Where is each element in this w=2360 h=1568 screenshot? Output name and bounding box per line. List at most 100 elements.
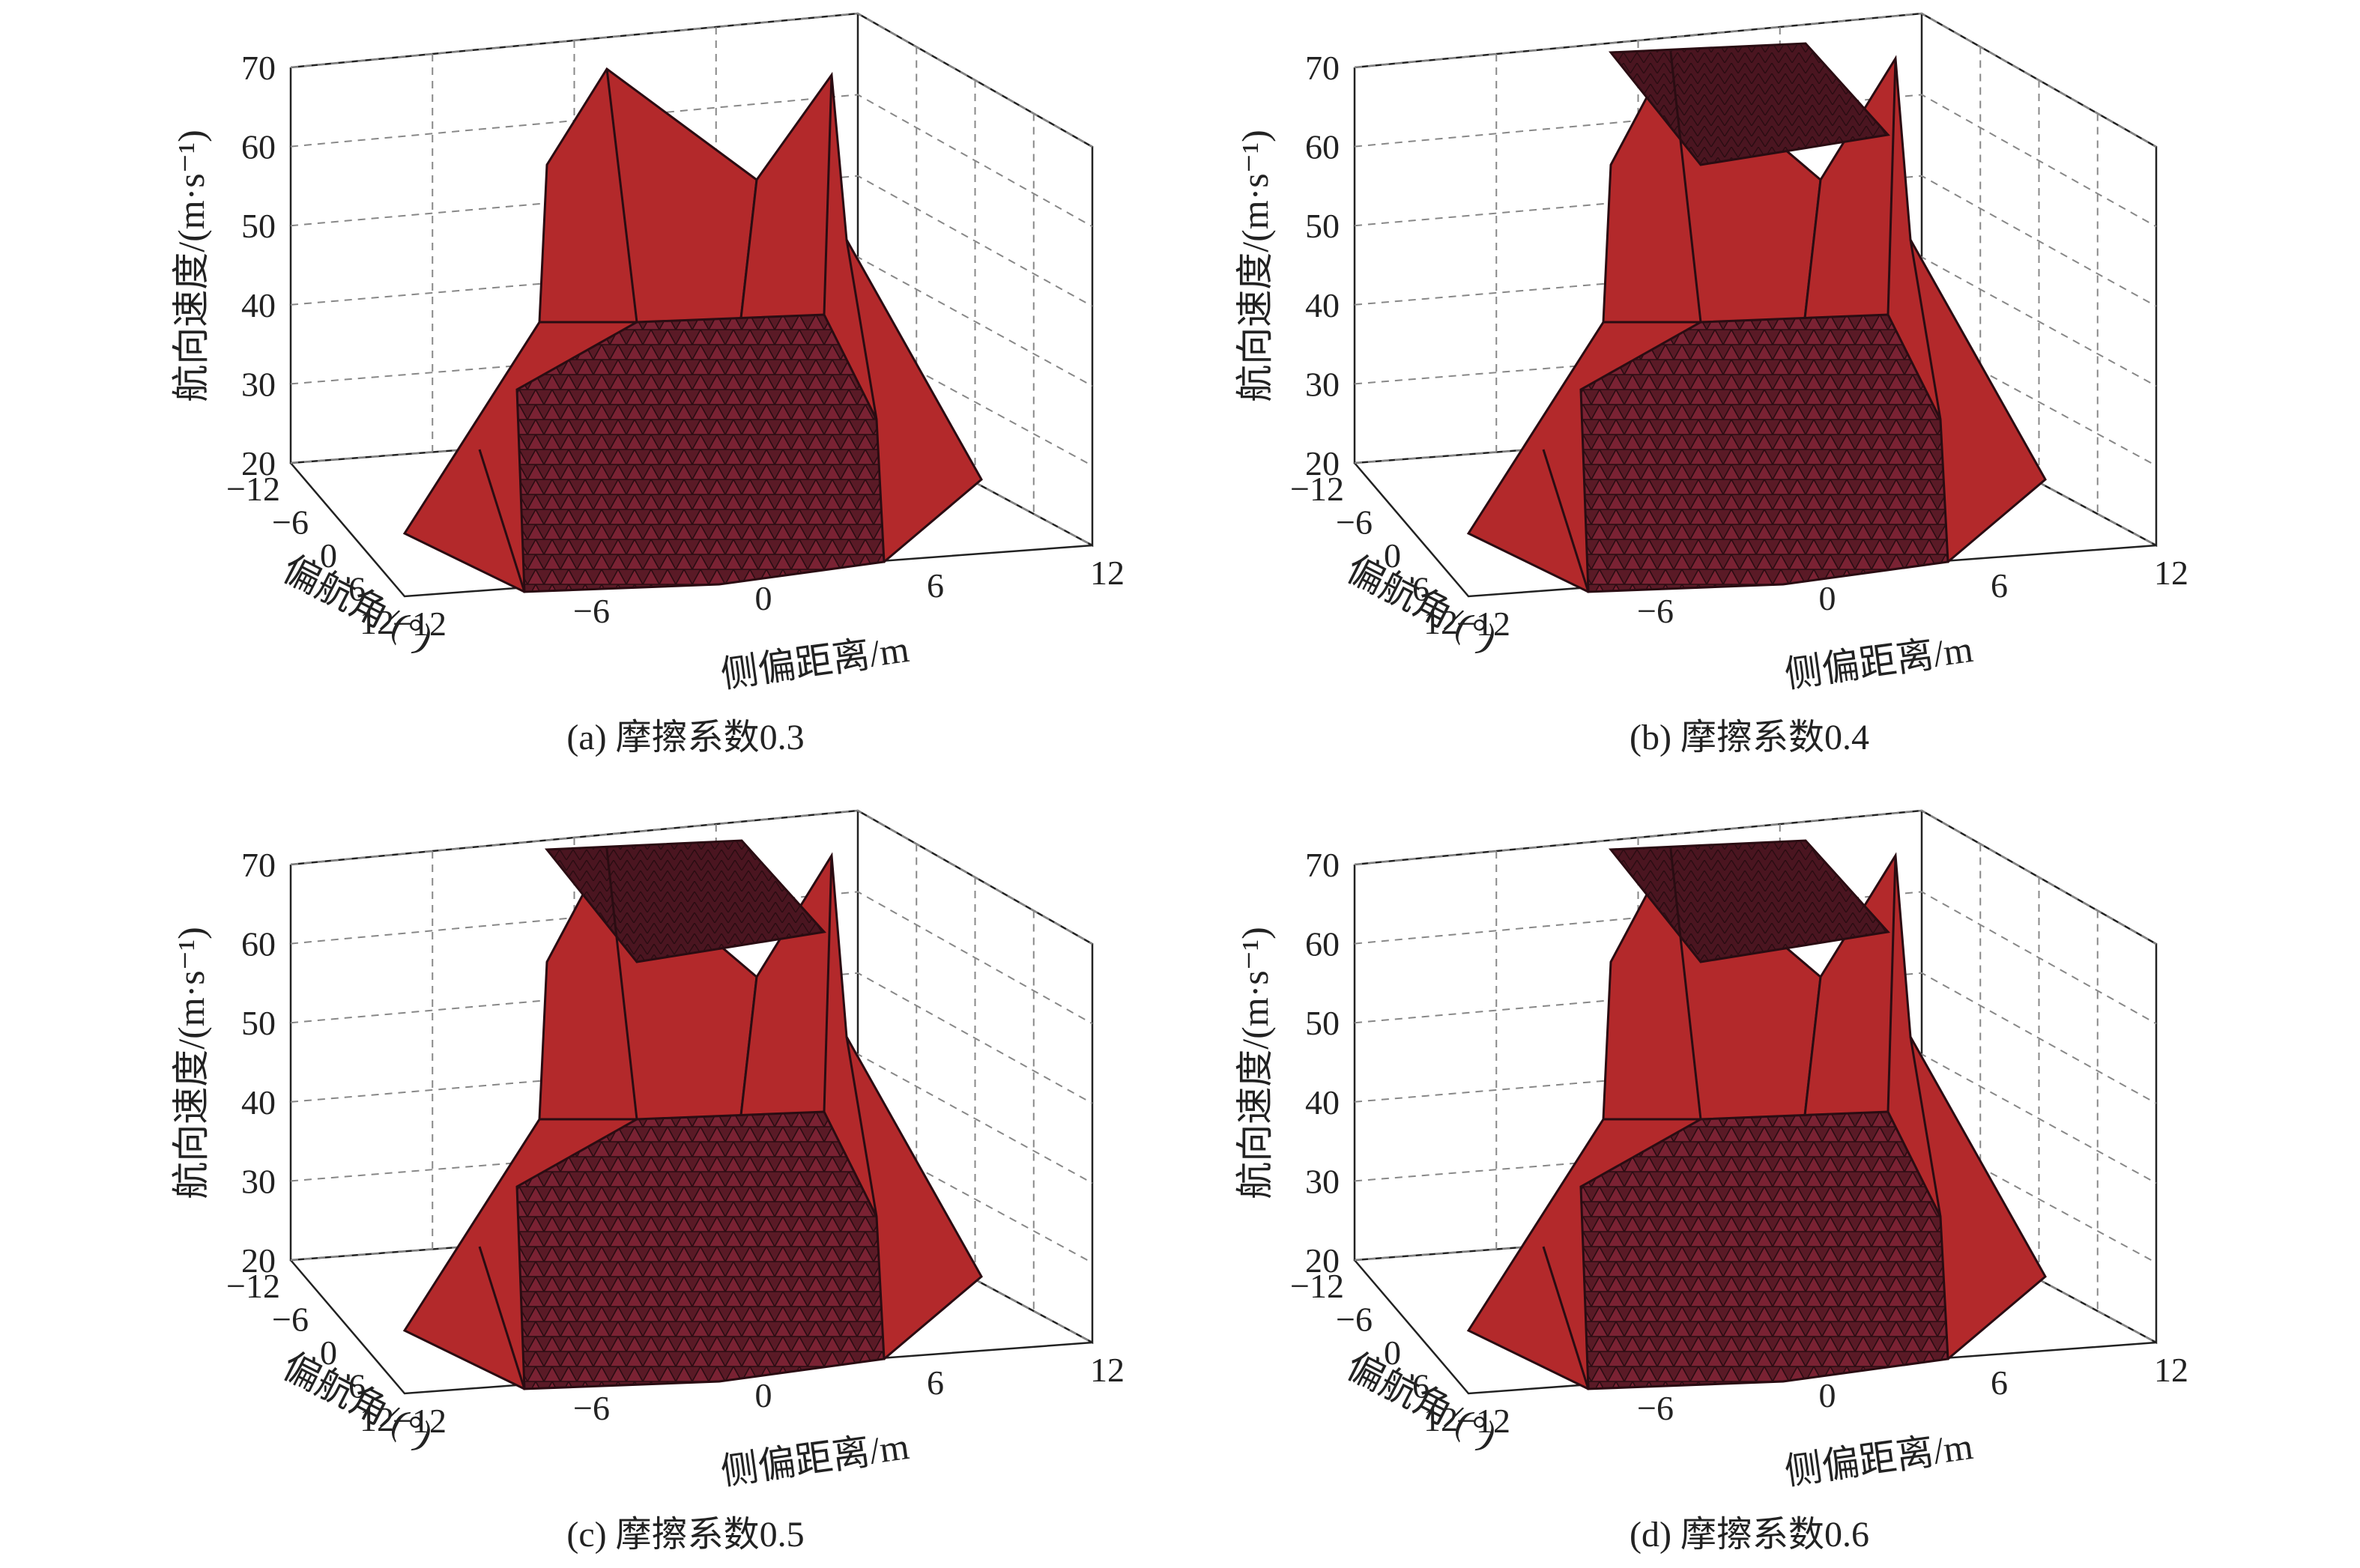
y-tick-label: 0 <box>320 536 337 575</box>
y-tick-label: 0 <box>1384 1334 1401 1372</box>
z-gridline <box>290 891 1093 1025</box>
surface-edge <box>1909 1036 1942 1217</box>
surface-edge <box>605 68 638 323</box>
y-tick-label: −6 <box>1336 1301 1373 1339</box>
z-tick-label: 60 <box>241 128 276 166</box>
surface-edge <box>605 849 638 1120</box>
x-tick-label: −12 <box>393 605 447 643</box>
y-axis-label: 偏航角/(°) <box>276 548 440 659</box>
z-tick-label: 70 <box>241 49 276 87</box>
surface-edge <box>1542 1246 1590 1390</box>
x-tick-label: −12 <box>1456 605 1510 643</box>
z-gridline <box>1354 12 2157 148</box>
z-tick-label: 50 <box>241 207 276 245</box>
x-tick-label: 0 <box>755 1376 772 1414</box>
x-tick-label: 12 <box>2154 554 2188 592</box>
z-tick-label: 20 <box>1305 1241 1340 1280</box>
y-tick-label: −6 <box>272 503 309 542</box>
panel-caption: (d) 摩擦系数0.6 <box>1630 1515 1869 1555</box>
x-axis-label: 侧偏距离/m <box>718 628 912 696</box>
z-gridline <box>1354 891 2157 1025</box>
z-axis-label: 航向速度/(m·s⁻¹) <box>170 927 212 1199</box>
z-gridline <box>290 94 1093 228</box>
surface-edge <box>845 239 878 420</box>
surface-edge <box>1909 239 1942 420</box>
y-tick-label: −12 <box>1290 1267 1344 1305</box>
z-axis-label: 航向速度/(m·s⁻¹) <box>1234 130 1276 402</box>
y-tick-label: 12 <box>360 1400 394 1438</box>
y-tick-label: 12 <box>1423 603 1458 641</box>
z-gridline <box>290 972 1093 1104</box>
y-tick-label: 0 <box>1384 536 1401 575</box>
surface-front-face <box>1579 313 1949 593</box>
y-tick-label: −12 <box>226 1267 280 1305</box>
y-tick-label: −6 <box>272 1301 309 1339</box>
x-tick-label: −6 <box>1637 592 1674 630</box>
z-tick-label: 30 <box>1305 1162 1340 1200</box>
y-tick-label: 6 <box>348 1367 366 1405</box>
surface-body <box>1466 42 2047 593</box>
x-tick-label: 0 <box>1819 579 1836 617</box>
z-gridline <box>1354 972 2157 1104</box>
z-tick-label: 60 <box>1305 925 1340 963</box>
z-gridline <box>290 1053 1093 1184</box>
surface-edge <box>823 74 833 315</box>
x-tick-label: −6 <box>1637 1389 1674 1427</box>
x-tick-label: 0 <box>1819 1376 1836 1414</box>
y-axis-label: 偏航角/(°) <box>1340 548 1504 659</box>
x-tick-label: −6 <box>573 592 610 630</box>
y-tick-label: 6 <box>348 570 366 608</box>
z-gridline <box>290 256 1093 387</box>
panel-caption: (c) 摩擦系数0.5 <box>566 1515 804 1555</box>
y-tick-label: −12 <box>226 470 280 508</box>
x-tick-label: 12 <box>2154 1351 2188 1389</box>
z-gridline <box>290 12 1093 148</box>
x-axis-label: 侧偏距离/m <box>718 1425 912 1493</box>
y-tick-label: 12 <box>1423 1400 1458 1438</box>
z-tick-label: 70 <box>241 846 276 884</box>
surface-edge <box>478 449 526 593</box>
surface-body <box>402 839 983 1390</box>
z-tick-label: 70 <box>1305 49 1340 87</box>
z-gridline <box>290 175 1093 307</box>
z-tick-label: 30 <box>241 1162 276 1200</box>
z-tick-label: 50 <box>1305 1004 1340 1042</box>
x-tick-label: 6 <box>1991 566 2008 605</box>
y-axis-label: 偏航角/(°) <box>276 1345 440 1456</box>
z-gridline <box>1354 94 2157 228</box>
x-tick-label: −12 <box>1456 1402 1510 1440</box>
x-axis-label: 侧偏距离/m <box>1782 1425 1976 1493</box>
z-tick-label: 20 <box>241 444 276 482</box>
z-tick-label: 40 <box>241 286 276 324</box>
z-tick-label: 70 <box>1305 846 1340 884</box>
x-tick-label: 0 <box>755 579 772 617</box>
y-tick-label: −12 <box>1290 470 1344 508</box>
surface-edge <box>1542 449 1590 593</box>
z-tick-label: 50 <box>241 1004 276 1042</box>
x-tick-label: 6 <box>1991 1363 2008 1402</box>
x-tick-label: −6 <box>573 1389 610 1427</box>
y-tick-label: 12 <box>360 603 394 641</box>
y-tick-label: 0 <box>320 1334 337 1372</box>
z-gridline <box>1354 809 2157 945</box>
surface-front-face <box>515 313 886 593</box>
z-tick-label: 40 <box>1305 1083 1340 1121</box>
z-tick-label: 50 <box>1305 207 1340 245</box>
surface-front-face <box>515 1110 886 1390</box>
y-axis-label: 偏航角/(°) <box>1340 1345 1504 1456</box>
y-tick-label: 6 <box>1412 1367 1429 1405</box>
x-axis-label: 侧偏距离/m <box>1782 628 1976 696</box>
z-gridline <box>1354 175 2157 307</box>
surface-edge <box>1887 58 1897 315</box>
panel-caption: (b) 摩擦系数0.4 <box>1630 718 1869 757</box>
z-tick-label: 40 <box>241 1083 276 1121</box>
z-gridline <box>1354 256 2157 387</box>
x-tick-label: 12 <box>1090 554 1125 592</box>
surface-edge <box>478 1246 526 1390</box>
z-tick-label: 20 <box>241 1241 276 1280</box>
